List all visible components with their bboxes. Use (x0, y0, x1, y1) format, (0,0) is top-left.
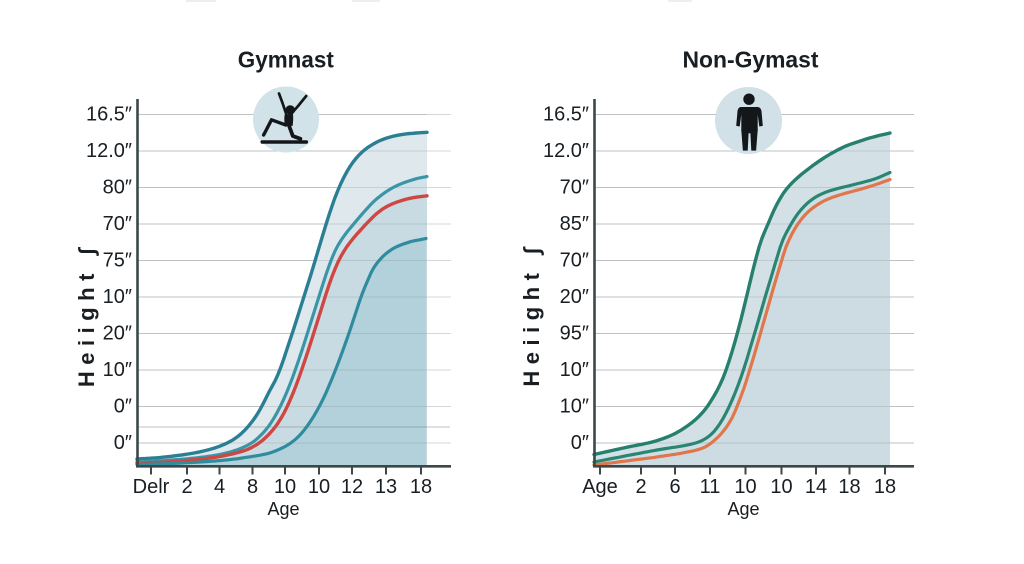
svg-text:10: 10 (308, 476, 330, 498)
svg-text:10: 10 (734, 476, 756, 498)
svg-text:0″: 0″ (114, 396, 132, 418)
svg-text:20″: 20″ (103, 323, 132, 345)
svg-text:75″: 75″ (103, 250, 132, 272)
svg-text:16.5″: 16.5″ (86, 104, 132, 126)
svg-text:Heiight ∫: Heiight ∫ (74, 242, 99, 387)
svg-text:10: 10 (770, 476, 792, 498)
svg-text:Non-Gymast: Non-Gymast (683, 47, 819, 73)
svg-text:10″: 10″ (103, 359, 132, 381)
svg-text:85″: 85″ (560, 213, 589, 235)
svg-text:18: 18 (410, 476, 432, 498)
svg-text:Delr: Delr (133, 476, 170, 498)
svg-text:11: 11 (700, 476, 721, 498)
svg-text:2: 2 (181, 476, 192, 498)
svg-text:18: 18 (874, 476, 896, 498)
svg-text:12.0″: 12.0″ (86, 140, 132, 162)
svg-text:2: 2 (635, 476, 646, 498)
svg-text:80″: 80″ (103, 177, 132, 199)
svg-text:16.5″: 16.5″ (543, 104, 589, 126)
svg-text:18: 18 (838, 476, 860, 498)
svg-text:20″: 20″ (560, 286, 589, 308)
svg-text:70″: 70″ (103, 213, 132, 235)
svg-text:0″: 0″ (114, 432, 132, 454)
svg-text:10″: 10″ (103, 286, 132, 308)
svg-text:Heiight ∫: Heiight ∫ (519, 241, 544, 386)
svg-text:Age: Age (727, 499, 759, 519)
svg-text:12.0″: 12.0″ (543, 140, 589, 162)
svg-text:4: 4 (214, 476, 225, 498)
svg-text:Age: Age (582, 476, 618, 498)
svg-text:12: 12 (341, 476, 363, 498)
svg-text:0″: 0″ (571, 432, 589, 454)
svg-text:70″: 70″ (560, 177, 589, 199)
svg-text:95″: 95″ (560, 323, 589, 345)
svg-text:13: 13 (375, 476, 397, 498)
svg-text:8: 8 (247, 476, 258, 498)
svg-text:10″: 10″ (560, 359, 589, 381)
svg-text:10″: 10″ (560, 396, 589, 418)
svg-text:6: 6 (669, 476, 680, 498)
svg-text:70″: 70″ (560, 250, 589, 272)
svg-text:10: 10 (274, 476, 296, 498)
svg-text:14: 14 (805, 476, 827, 498)
svg-text:Gymnast: Gymnast (238, 47, 334, 73)
svg-text:Age: Age (267, 499, 299, 519)
